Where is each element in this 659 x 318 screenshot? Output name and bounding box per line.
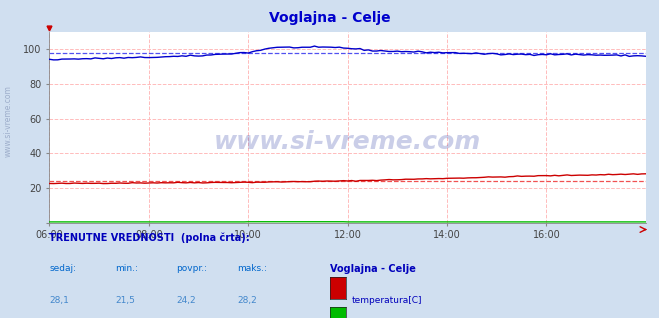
Text: 24,2: 24,2	[177, 296, 196, 305]
Text: min.:: min.:	[115, 264, 138, 273]
Text: TRENUTNE VREDNOSTI  (polna črta):: TRENUTNE VREDNOSTI (polna črta):	[49, 232, 250, 243]
Text: Voglajna - Celje: Voglajna - Celje	[330, 264, 415, 274]
Text: 21,5: 21,5	[115, 296, 135, 305]
Text: 28,2: 28,2	[237, 296, 257, 305]
Text: 28,1: 28,1	[49, 296, 69, 305]
Text: www.si-vreme.com: www.si-vreme.com	[214, 130, 481, 155]
Text: www.si-vreme.com: www.si-vreme.com	[3, 85, 13, 157]
Text: maks.:: maks.:	[237, 264, 267, 273]
Text: povpr.:: povpr.:	[177, 264, 208, 273]
Text: temperatura[C]: temperatura[C]	[351, 296, 422, 305]
Text: sedaj:: sedaj:	[49, 264, 76, 273]
Text: Voglajna - Celje: Voglajna - Celje	[269, 11, 390, 25]
